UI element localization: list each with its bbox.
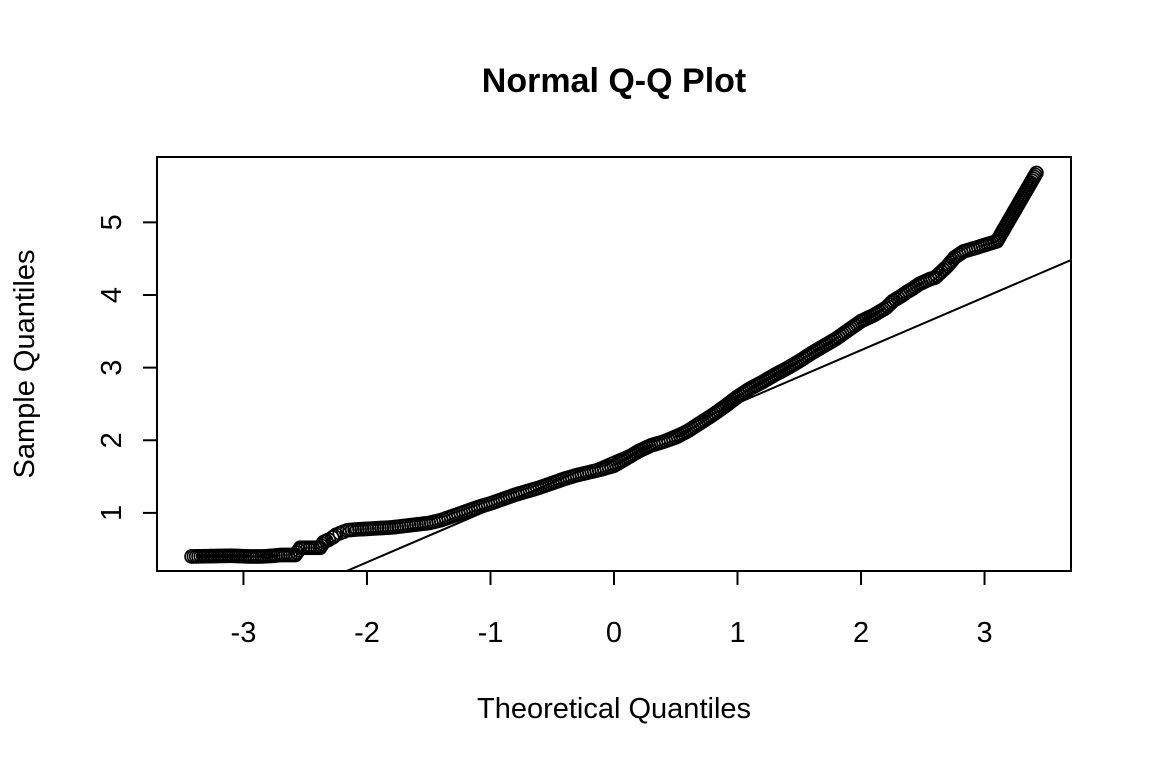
data-point [325, 530, 340, 545]
x-tick-label: 1 [729, 617, 745, 649]
data-point [1029, 165, 1044, 181]
x-axis-label: Theoretical Quantiles [477, 693, 751, 725]
x-tick-label: 3 [976, 617, 992, 649]
y-tick-label: 1 [96, 505, 128, 521]
plot-frame [156, 156, 1072, 572]
reference-line [344, 259, 1071, 571]
chart-title: Normal Q-Q Plot [482, 62, 746, 100]
y-tick-label: 5 [96, 214, 128, 230]
x-axis: -3 -2 -1 0 1 2 3 [231, 570, 993, 649]
points-layer [184, 165, 1044, 564]
x-tick-label: -3 [231, 617, 257, 649]
y-axis: 1 2 3 4 5 [96, 214, 158, 521]
y-tick-label: 4 [96, 287, 128, 303]
y-tick-label: 3 [96, 360, 128, 376]
y-tick-label: 2 [96, 432, 128, 448]
x-tick-label: -2 [354, 617, 380, 649]
y-axis-label: Sample Quantiles [9, 250, 41, 479]
x-tick-label: 2 [853, 617, 869, 649]
x-tick-label: 0 [606, 617, 622, 649]
x-tick-label: -1 [478, 617, 504, 649]
